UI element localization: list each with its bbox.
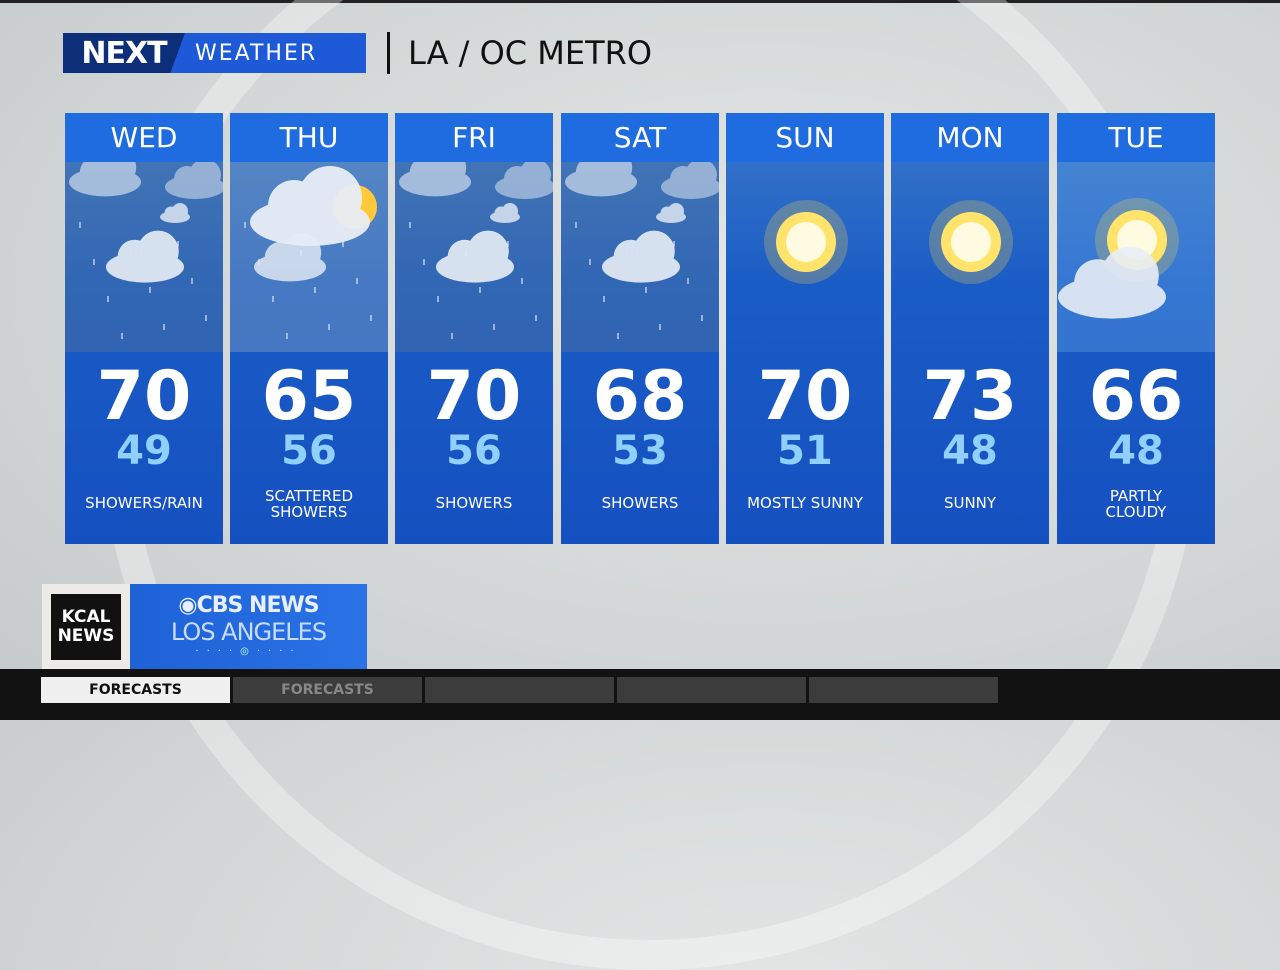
dots-decoration: ····◎···· [195,646,302,657]
high-temp: 65 [261,357,357,436]
ticker-tab-3[interactable] [425,677,614,703]
forecast-card-sun: SUN 70 51 MOSTLY SUNNY [726,113,884,544]
condition-label: MOSTLY SUNNY [747,494,863,512]
low-temp: 56 [281,428,337,474]
low-temp: 56 [446,428,502,474]
condition-label: SUNNY [943,494,997,512]
day-label: SUN [726,113,884,162]
day-label: THU [230,113,388,162]
next-logo-text: NEXT [63,33,185,73]
station-logo: KCAL NEWS ◉CBS NEWS LOS ANGELES ····◎···… [42,584,367,669]
low-temp: 53 [612,428,668,474]
cbs-eye-icon: ◉ [178,593,197,618]
ticker-bar: FORECASTS FORECASTS [0,669,1280,720]
cloud-rain-icon [561,162,719,352]
day-label: SAT [561,113,719,162]
cbs-news-logo: ◉CBS NEWS LOS ANGELES ····◎···· [130,584,367,669]
high-temp: 68 [592,357,688,436]
day-label: FRI [395,113,553,162]
forecast-card-wed: WED 70 49 SHOWERS/RAIN [65,113,223,544]
kcal-text: KCAL NEWS [51,593,121,660]
city-text: LOS ANGELES [170,618,327,646]
cloud-rain-icon [65,162,223,352]
next-weather-logo: NEXT WEATHER [63,33,366,73]
condition-label: SCATTERED SHOWERS [264,487,354,521]
kcal-news-logo: KCAL NEWS [42,584,130,669]
low-temp: 51 [777,428,833,474]
ticker-tab-2[interactable]: FORECASTS [233,677,422,703]
high-temp: 70 [757,357,853,436]
header-divider [387,32,390,74]
day-label: TUE [1057,113,1215,162]
low-temp: 48 [942,428,998,474]
forecast-card-tue: TUE 66 48 PARTLY CLOUDY [1057,113,1215,544]
condition-label: PARTLY CLOUDY [1105,487,1167,521]
ticker-tab-5[interactable] [809,677,998,703]
partly-cloudy-icon [1057,162,1215,352]
forecast-card-fri: FRI 70 56 SHOWERS [395,113,553,544]
cloud-sun-rain-icon [230,162,388,352]
high-temp: 73 [922,357,1018,436]
forecast-card-mon: MON 73 48 SUNNY [891,113,1049,544]
high-temp: 70 [426,357,522,436]
cbs-text: CBS NEWS [196,593,320,618]
sun-icon [764,200,848,284]
ticker-tab-1[interactable]: FORECASTS [41,677,230,703]
low-temp: 49 [116,428,172,474]
condition-label: SHOWERS [601,494,679,512]
cloud-rain-icon [395,162,553,352]
day-label: MON [891,113,1049,162]
weather-logo-text: WEATHER [195,40,318,66]
region-title: LA / OC METRO [408,34,653,72]
forecast-card-thu: THU 65 56 SCATTERED SHOWERS [230,113,388,544]
high-temp: 66 [1088,357,1184,436]
high-temp: 70 [96,357,192,436]
condition-label: SHOWERS/RAIN [85,494,203,512]
condition-label: SHOWERS [435,494,513,512]
sun-icon [929,200,1013,284]
forecast-card-sat: SAT 68 53 SHOWERS [561,113,719,544]
day-label: WED [65,113,223,162]
low-temp: 48 [1108,428,1164,474]
ticker-tab-4[interactable] [617,677,806,703]
